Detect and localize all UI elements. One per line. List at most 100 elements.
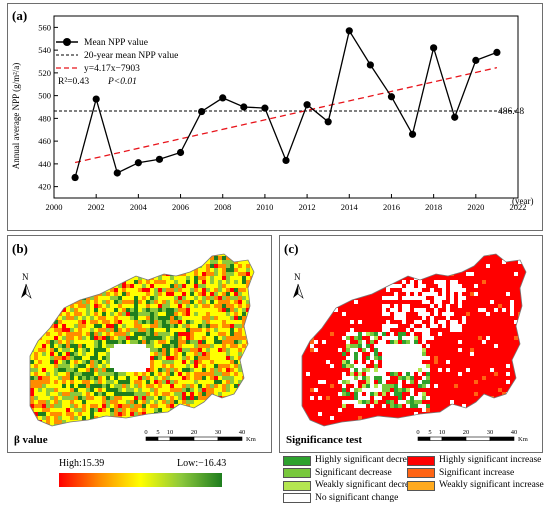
raster-cell xyxy=(70,284,74,288)
raster-cell xyxy=(162,368,166,372)
raster-cell xyxy=(386,256,390,260)
raster-cell xyxy=(178,308,182,312)
raster-cell xyxy=(354,376,358,380)
raster-cell xyxy=(334,344,338,348)
raster-cell xyxy=(186,376,190,380)
raster-cell xyxy=(138,276,142,280)
raster-cell xyxy=(358,384,362,388)
raster-cell xyxy=(238,268,242,272)
raster-cell xyxy=(210,328,214,332)
raster-cell xyxy=(30,320,34,324)
raster-cell xyxy=(154,332,158,336)
raster-cell xyxy=(74,416,78,420)
raster-cell xyxy=(126,260,130,264)
raster-cell xyxy=(130,412,134,416)
raster-cell xyxy=(110,424,114,426)
raster-cell xyxy=(358,280,362,284)
raster-cell xyxy=(54,296,58,300)
raster-cell xyxy=(454,292,458,296)
raster-cell xyxy=(330,260,334,264)
raster-cell xyxy=(518,268,522,272)
raster-cell xyxy=(298,264,302,268)
raster-cell xyxy=(178,260,182,264)
raster-cell xyxy=(126,296,130,300)
raster-cell xyxy=(170,312,174,316)
raster-cell xyxy=(42,254,46,256)
raster-cell xyxy=(478,332,482,336)
raster-cell xyxy=(218,360,222,364)
raster-cell xyxy=(302,392,306,396)
raster-cell xyxy=(214,348,218,352)
raster-cell xyxy=(138,380,142,384)
raster-cell xyxy=(378,388,382,392)
raster-cell xyxy=(226,292,230,296)
raster-cell xyxy=(50,254,54,256)
raster-cell xyxy=(378,404,382,408)
raster-cell xyxy=(170,308,174,312)
raster-cell xyxy=(382,388,386,392)
raster-cell xyxy=(326,404,330,408)
raster-cell xyxy=(390,412,394,416)
raster-cell xyxy=(142,324,146,328)
raster-cell xyxy=(78,424,82,426)
raster-cell xyxy=(194,372,198,376)
raster-cell xyxy=(194,388,198,392)
raster-cell xyxy=(474,348,478,352)
raster-cell xyxy=(526,268,530,272)
raster-cell xyxy=(434,284,438,288)
raster-cell xyxy=(490,388,494,392)
raster-cell xyxy=(522,412,526,416)
raster-cell xyxy=(458,364,462,368)
raster-cell xyxy=(146,404,150,408)
raster-cell xyxy=(34,396,38,400)
raster-cell xyxy=(218,352,222,356)
raster-cell xyxy=(410,300,414,304)
raster-cell xyxy=(470,324,474,328)
raster-cell xyxy=(426,392,430,396)
raster-cell xyxy=(478,280,482,284)
raster-cell xyxy=(506,344,510,348)
raster-cell xyxy=(510,300,514,304)
raster-cell xyxy=(138,300,142,304)
raster-cell xyxy=(362,412,366,416)
raster-cell xyxy=(478,356,482,360)
raster-cell xyxy=(486,412,490,416)
raster-cell xyxy=(162,280,166,284)
raster-cell xyxy=(90,356,94,360)
raster-cell xyxy=(238,388,242,392)
raster-cell xyxy=(226,364,230,368)
raster-cell xyxy=(382,372,386,376)
raster-cell xyxy=(362,308,366,312)
raster-cell xyxy=(130,420,134,424)
raster-cell xyxy=(74,312,78,316)
raster-cell xyxy=(418,404,422,408)
raster-cell xyxy=(498,324,502,328)
raster-cell xyxy=(366,276,370,280)
raster-cell xyxy=(526,360,530,364)
raster-cell xyxy=(302,260,306,264)
raster-cell xyxy=(138,328,142,332)
raster-cell xyxy=(98,332,102,336)
raster-cell xyxy=(62,336,66,340)
raster-cell xyxy=(70,360,74,364)
raster-cell xyxy=(462,352,466,356)
raster-cell xyxy=(30,428,34,432)
raster-cell xyxy=(366,344,370,348)
raster-cell xyxy=(434,328,438,332)
raster-cell xyxy=(210,424,214,426)
raster-cell xyxy=(398,284,402,288)
raster-cell xyxy=(406,340,410,344)
raster-cell xyxy=(430,352,434,356)
raster-cell xyxy=(422,348,426,352)
raster-cell xyxy=(82,288,86,292)
raster-cell xyxy=(354,396,358,400)
raster-cell xyxy=(454,372,458,376)
raster-cell xyxy=(430,392,434,396)
raster-cell xyxy=(418,272,422,276)
raster-cell xyxy=(358,272,362,276)
raster-cell xyxy=(170,400,174,404)
raster-cell xyxy=(110,340,114,344)
raster-cell xyxy=(334,348,338,352)
raster-cell xyxy=(122,284,126,288)
raster-cell xyxy=(46,256,50,260)
